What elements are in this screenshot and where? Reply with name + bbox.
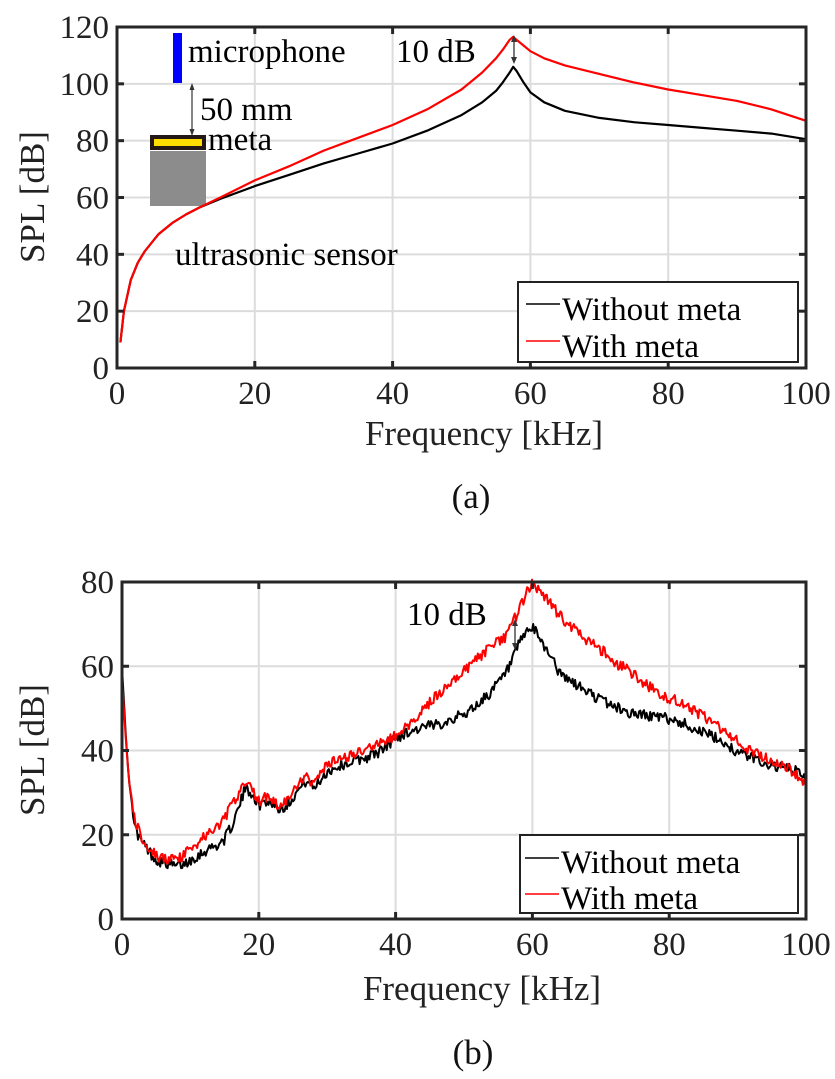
chart-b-axes: 0 20 40 60 80 100 0 20 40 60 80 — [81, 565, 831, 963]
legend-a-label-without: Without meta — [562, 292, 742, 328]
chart-b-xlabel: Frequency [kHz] — [363, 969, 601, 1008]
y-tick-label: 80 — [76, 124, 109, 160]
legend-a-box — [517, 281, 799, 363]
legend-a: Without meta With meta — [517, 281, 799, 365]
gain-arrow-head-down — [511, 57, 517, 64]
gain-arrow-b — [512, 619, 518, 650]
y-tick-label: 40 — [81, 734, 114, 770]
annotation-distance: 50 mm — [200, 92, 293, 128]
y-tick-label: 0 — [98, 902, 115, 938]
legend-b: Without meta With meta — [519, 834, 799, 917]
gain-arrow-head-up — [511, 35, 517, 42]
chart-a-grid — [117, 27, 806, 368]
x-tick-label: 40 — [379, 927, 412, 963]
meta-layer-icon — [154, 139, 202, 146]
y-tick-label: 80 — [81, 565, 114, 601]
y-tick-label: 60 — [81, 649, 114, 685]
gain-arrow-head-up — [512, 619, 518, 626]
gain-arrow-head-down — [512, 643, 518, 650]
annotation-microphone: microphone — [188, 34, 346, 70]
y-tick-label: 20 — [81, 818, 114, 854]
x-tick-label: 20 — [238, 376, 271, 412]
series-a-with-meta — [119, 35, 807, 343]
legend-a-label-with: With meta — [562, 329, 699, 365]
x-tick-label: 60 — [516, 927, 549, 963]
chart-b-series — [121, 578, 807, 870]
y-tick-label: 40 — [76, 237, 109, 273]
annotation-ultrasonic-sensor: ultrasonic sensor — [175, 237, 398, 273]
series-b-with-meta — [121, 578, 807, 865]
microphone-icon — [173, 33, 182, 83]
x-tick-label: 80 — [653, 927, 686, 963]
caption-b: (b) — [453, 1033, 494, 1072]
y-tick-label: 0 — [93, 351, 110, 387]
x-tick-label: 0 — [109, 376, 126, 412]
caption-a: (a) — [452, 477, 491, 516]
chart-a-series — [119, 35, 807, 343]
y-tick-label: 100 — [60, 67, 110, 103]
x-tick-label: 40 — [376, 376, 409, 412]
y-tick-label: 60 — [76, 181, 109, 217]
x-tick-label: 100 — [781, 927, 831, 963]
ultrasonic-sensor-icon — [150, 151, 206, 206]
y-tick-label: 20 — [76, 294, 109, 330]
x-tick-label: 100 — [781, 376, 831, 412]
x-tick-label: 0 — [114, 927, 131, 963]
legend-b-box — [519, 834, 799, 914]
chart-a-axes: 0 20 40 60 80 100 0 20 40 60 80 100 120 — [60, 10, 831, 412]
x-tick-label: 80 — [652, 376, 685, 412]
gain-arrow-a — [511, 35, 517, 64]
x-tick-label: 60 — [514, 376, 547, 412]
chart-a-ylabel: SPL [dB] — [13, 131, 52, 263]
distance-arrow-head-bottom — [189, 129, 195, 136]
legend-b-label-with: With meta — [561, 881, 698, 917]
distance-arrow-head-top — [189, 83, 195, 90]
x-tick-label: 20 — [242, 927, 275, 963]
chart-b-ylabel: SPL [dB] — [13, 684, 52, 816]
y-tick-label: 120 — [60, 10, 110, 46]
chart-a-xlabel: Frequency [kHz] — [365, 414, 603, 453]
legend-b-label-without: Without meta — [561, 845, 741, 881]
setup-inset — [150, 33, 206, 206]
annotation-gain-a: 10 dB — [396, 34, 476, 70]
annotation-meta: meta — [208, 122, 272, 158]
annotation-gain-b: 10 dB — [407, 597, 487, 633]
chart-a: 0 20 40 60 80 100 0 20 40 60 80 100 120 microphone 5… — [13, 10, 831, 516]
chart-b: 0 20 40 60 80 100 0 20 40 60 80 10 dB Without meta… — [13, 565, 831, 1072]
series-b-without-meta — [121, 623, 807, 870]
